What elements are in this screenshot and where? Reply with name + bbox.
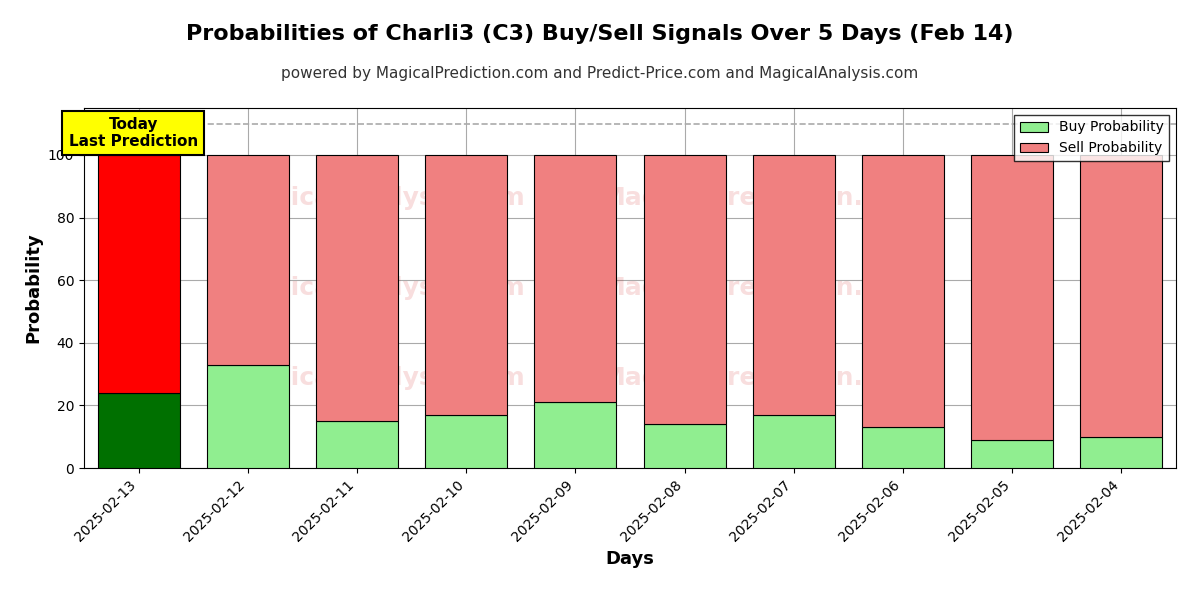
Bar	[534, 402, 617, 468]
Text: MagicalAnalysis.com: MagicalAnalysis.com	[232, 276, 526, 300]
Text: Today
Last Prediction: Today Last Prediction	[68, 117, 198, 149]
Bar	[97, 155, 180, 393]
Bar	[425, 155, 508, 415]
Bar	[206, 155, 289, 365]
Bar	[862, 427, 944, 468]
Bar	[971, 440, 1054, 468]
Bar	[971, 155, 1054, 440]
Text: powered by MagicalPrediction.com and Predict-Price.com and MagicalAnalysis.com: powered by MagicalPrediction.com and Pre…	[281, 66, 919, 81]
Bar	[1080, 155, 1163, 437]
Text: Probabilities of Charli3 (C3) Buy/Sell Signals Over 5 Days (Feb 14): Probabilities of Charli3 (C3) Buy/Sell S…	[186, 24, 1014, 44]
Text: MagicalPrediction.com: MagicalPrediction.com	[600, 276, 922, 300]
Legend: Buy Probability, Sell Probability: Buy Probability, Sell Probability	[1014, 115, 1169, 161]
Bar	[534, 155, 617, 402]
Bar	[643, 155, 726, 424]
Bar	[752, 155, 835, 415]
Bar	[316, 155, 398, 421]
Text: MagicalPrediction.com: MagicalPrediction.com	[600, 366, 922, 390]
Bar	[643, 424, 726, 468]
Text: MagicalAnalysis.com: MagicalAnalysis.com	[232, 366, 526, 390]
Y-axis label: Probability: Probability	[24, 233, 42, 343]
Bar	[862, 155, 944, 427]
Bar	[1080, 437, 1163, 468]
Bar	[316, 421, 398, 468]
X-axis label: Days: Days	[606, 550, 654, 568]
Text: MagicalPrediction.com: MagicalPrediction.com	[600, 186, 922, 210]
Bar	[206, 365, 289, 468]
Bar	[97, 393, 180, 468]
Text: MagicalAnalysis.com: MagicalAnalysis.com	[232, 186, 526, 210]
Bar	[425, 415, 508, 468]
Bar	[752, 415, 835, 468]
